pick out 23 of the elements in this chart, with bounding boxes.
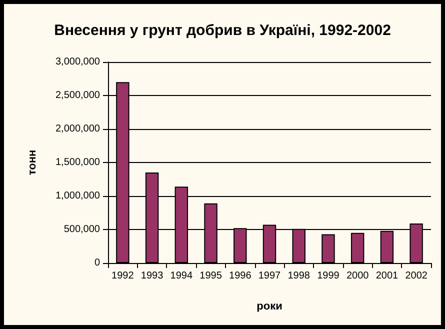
x-axis-title: роки: [256, 300, 282, 312]
x-tick-label: 2000: [346, 270, 370, 282]
y-tick-label: 1,500,000: [56, 157, 100, 168]
bar: [322, 234, 335, 263]
y-tick-label: 500,000: [64, 224, 100, 235]
x-tick-label: 1995: [200, 270, 222, 282]
bar: [350, 232, 364, 263]
x-tick-label: 1992: [112, 270, 134, 282]
x-tick-label: 2002: [405, 270, 428, 282]
y-tick-label: 2,000,000: [56, 124, 100, 134]
chart-title: Внесення у грунт добрив в Україні, 1992-2002: [54, 22, 391, 39]
x-tick-label: 1999: [317, 270, 340, 282]
x-tick-label: 1994: [170, 270, 193, 282]
y-axis-title: тонн: [26, 150, 38, 176]
y-tick-label: 1,000,000: [56, 190, 100, 202]
y-tick-label: 0: [94, 258, 100, 268]
x-tick-label: 1997: [258, 270, 282, 282]
y-tick-label: 3,000,000: [56, 56, 100, 68]
x-tick-label: 1993: [140, 270, 164, 282]
x-tick-label: 1998: [288, 270, 310, 282]
x-tick-label: 1996: [229, 270, 252, 282]
x-tick-label: 2001: [376, 270, 399, 282]
y-tick-label: 2,500,000: [56, 90, 100, 101]
